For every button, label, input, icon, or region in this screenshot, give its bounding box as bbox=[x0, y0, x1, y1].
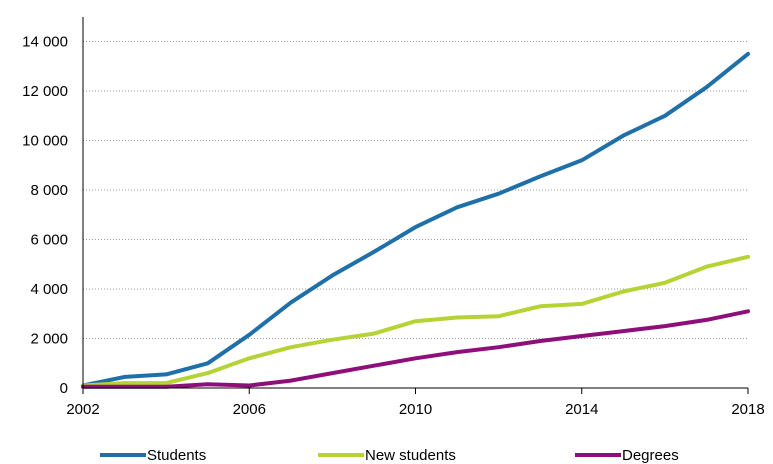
y-tick-label: 0 bbox=[60, 380, 68, 397]
series-lines bbox=[81, 51, 750, 389]
series-line-degrees bbox=[81, 309, 750, 389]
gridlines bbox=[83, 41, 748, 339]
x-tick-label: 2018 bbox=[731, 401, 764, 418]
y-tick-label: 12 000 bbox=[22, 83, 68, 100]
y-tick-label: 2 000 bbox=[30, 331, 68, 348]
axes bbox=[82, 17, 748, 389]
x-tick-label: 2014 bbox=[565, 401, 598, 418]
legend: Students New students Degrees bbox=[100, 447, 679, 464]
legend-label: Students bbox=[147, 447, 206, 464]
x-tick-label: 2002 bbox=[66, 401, 99, 418]
legend-label: Degrees bbox=[622, 447, 679, 464]
y-tick-label: 4 000 bbox=[30, 281, 68, 298]
legend-label: New students bbox=[365, 447, 456, 464]
series-line-new-students bbox=[81, 254, 750, 388]
series-line-students bbox=[81, 51, 750, 388]
x-tick-label: 2006 bbox=[233, 401, 266, 418]
x-tick-label: 2010 bbox=[399, 401, 432, 418]
x-tick-labels: 2002 2006 2010 2014 2018 bbox=[66, 388, 765, 418]
y-tick-label: 14 000 bbox=[22, 34, 68, 51]
y-tick-label: 8 000 bbox=[30, 182, 68, 199]
y-tick-labels: 0 2 000 4 000 6 000 8 000 10 000 12 000 14 000 bbox=[22, 34, 68, 398]
y-tick-label: 6 000 bbox=[30, 232, 68, 249]
y-tick-label: 10 000 bbox=[22, 133, 68, 150]
